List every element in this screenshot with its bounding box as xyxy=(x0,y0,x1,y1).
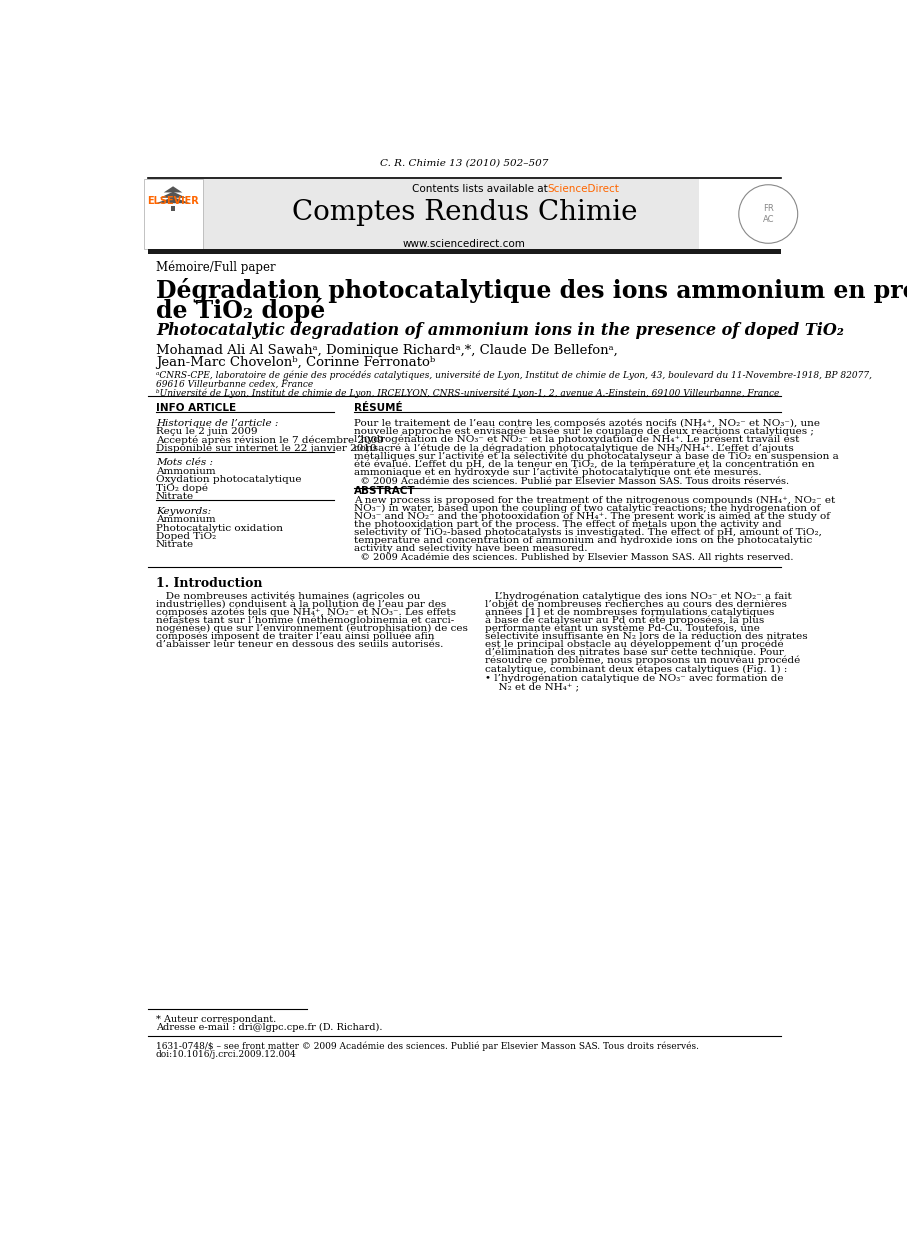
Text: catalytique, combinant deux étapes catalytiques (Fig. 1) :: catalytique, combinant deux étapes catal… xyxy=(485,664,788,673)
Text: Mots clés :: Mots clés : xyxy=(156,458,213,467)
Text: Contents lists available at: Contents lists available at xyxy=(412,184,551,194)
Text: INFO ARTICLE: INFO ARTICLE xyxy=(156,404,236,413)
Text: d’abaisser leur teneur en dessous des seuils autorisés.: d’abaisser leur teneur en dessous des se… xyxy=(156,640,444,649)
Text: Photocatalytic degradation of ammonium ions in the presence of doped TiO₂: Photocatalytic degradation of ammonium i… xyxy=(156,322,844,339)
Text: années [1] et de nombreuses formulations catalytiques: années [1] et de nombreuses formulations… xyxy=(485,608,775,617)
Text: ScienceDirect: ScienceDirect xyxy=(548,184,619,194)
Text: l’hydrogénation de NO₃⁻ et NO₂⁻ et la photoxydation de NH₄⁺. Le présent travail : l’hydrogénation de NO₃⁻ et NO₂⁻ et la ph… xyxy=(354,435,799,444)
Text: C. R. Chimie 13 (2010) 502–507: C. R. Chimie 13 (2010) 502–507 xyxy=(380,158,549,167)
Text: Comptes Rendus Chimie: Comptes Rendus Chimie xyxy=(292,199,638,227)
Polygon shape xyxy=(164,186,182,192)
Text: composés imposent de traiter l’eau ainsi polluée afin: composés imposent de traiter l’eau ainsi… xyxy=(156,631,434,641)
Text: ᵇUniversité de Lyon, Institut de chimie de Lyon, IRCELYON, CNRS-université Lyon-: ᵇUniversité de Lyon, Institut de chimie … xyxy=(156,389,779,399)
Text: A new process is proposed for the treatment of the nitrogenous compounds (NH₄⁺, : A new process is proposed for the treatm… xyxy=(354,495,834,505)
Text: industrielles) conduisent à la pollution de l’eau par des: industrielles) conduisent à la pollution… xyxy=(156,599,446,609)
Text: résoudre ce problème, nous proposons un nouveau procédé: résoudre ce problème, nous proposons un … xyxy=(485,656,801,666)
Text: 1631-0748/$ – see front matter © 2009 Académie des sciences. Publié par Elsevier: 1631-0748/$ – see front matter © 2009 Ac… xyxy=(156,1041,699,1051)
Text: ᵃCNRS-CPE, laboratoire de génie des procédés catalytiques, université de Lyon, I: ᵃCNRS-CPE, laboratoire de génie des proc… xyxy=(156,370,872,380)
Text: temperature and concentration of ammonium and hydroxide ions on the photocatalyt: temperature and concentration of ammoniu… xyxy=(354,536,812,545)
Text: L’hydrogénation catalytique des ions NO₃⁻ et NO₂⁻ a fait: L’hydrogénation catalytique des ions NO₃… xyxy=(485,592,792,600)
Text: Pour le traitement de l’eau contre les composés azotés nocifs (NH₄⁺, NO₂⁻ et NO₃: Pour le traitement de l’eau contre les c… xyxy=(354,418,820,428)
Text: Mémoire/Full paper: Mémoire/Full paper xyxy=(156,261,276,275)
Text: Accepté après révision le 7 décembre 2009: Accepté après révision le 7 décembre 200… xyxy=(156,436,384,446)
Text: Oxydation photocatalytique: Oxydation photocatalytique xyxy=(156,475,301,484)
Text: De nombreuses activités humaines (agricoles ou: De nombreuses activités humaines (agrico… xyxy=(156,592,420,600)
Polygon shape xyxy=(160,192,186,198)
Text: NO₃⁻ and NO₂⁻ and the photooxidation of NH₄⁺. The present work is aimed at the s: NO₃⁻ and NO₂⁻ and the photooxidation of … xyxy=(354,511,830,521)
Text: nogénèse) que sur l’environnement (eutrophisation) de ces: nogénèse) que sur l’environnement (eutro… xyxy=(156,624,468,633)
Text: • l’hydrogénation catalytique de NO₃⁻ avec formation de: • l’hydrogénation catalytique de NO₃⁻ av… xyxy=(485,673,784,683)
Text: Ammonium: Ammonium xyxy=(156,467,216,475)
Text: Nitrate: Nitrate xyxy=(156,541,194,550)
Bar xyxy=(202,180,698,249)
Text: selectivity of TiO₂-based photocatalysts is investigated. The effect of pH, amou: selectivity of TiO₂-based photocatalysts… xyxy=(354,527,822,537)
Text: RÉSUMÉ: RÉSUMÉ xyxy=(354,404,402,413)
Text: 69616 Villeurbanne cedex, France: 69616 Villeurbanne cedex, France xyxy=(156,380,313,389)
Text: N₂ et de NH₄⁺ ;: N₂ et de NH₄⁺ ; xyxy=(492,682,579,691)
Text: www.sciencedirect.com: www.sciencedirect.com xyxy=(403,239,526,249)
Text: ABSTRACT: ABSTRACT xyxy=(354,487,415,496)
Text: activity and selectivity have been measured.: activity and selectivity have been measu… xyxy=(354,543,587,553)
Bar xyxy=(144,180,202,249)
Text: Keywords:: Keywords: xyxy=(156,506,211,515)
Text: TiO₂ dopé: TiO₂ dopé xyxy=(156,484,208,493)
Text: sélectivité insuffisante en N₂ lors de la réduction des nitrates: sélectivité insuffisante en N₂ lors de l… xyxy=(485,631,808,641)
Polygon shape xyxy=(156,197,190,203)
Text: Reçu le 2 juin 2009: Reçu le 2 juin 2009 xyxy=(156,427,258,436)
Text: composés azotés tels que NH₄⁺, NO₂⁻ et NO₃⁻. Les effets: composés azotés tels que NH₄⁺, NO₂⁻ et N… xyxy=(156,608,456,617)
Text: été évalué. L’effet du pH, de la teneur en TiO₂, de la température et la concent: été évalué. L’effet du pH, de la teneur … xyxy=(354,459,814,469)
Text: Disponible sur internet le 22 janvier 2010: Disponible sur internet le 22 janvier 20… xyxy=(156,444,376,453)
Text: l’objet de nombreuses recherches au cours des dernières: l’objet de nombreuses recherches au cour… xyxy=(485,599,787,609)
Text: Ammonium: Ammonium xyxy=(156,515,216,524)
Text: 1. Introduction: 1. Introduction xyxy=(156,577,262,591)
Text: Dégradation photocatalytique des ions ammonium en présence: Dégradation photocatalytique des ions am… xyxy=(156,277,907,303)
Text: métalliques sur l’activité et la sélectivité du photocatalyseur à base de TiO₂ e: métalliques sur l’activité et la sélecti… xyxy=(354,451,838,461)
Text: Nitrate: Nitrate xyxy=(156,491,194,501)
Text: est le principal obstacle au développement d’un procédé: est le principal obstacle au développeme… xyxy=(485,640,784,649)
Text: d’élimination des nitrates basé sur cette technique. Pour: d’élimination des nitrates basé sur cett… xyxy=(485,647,785,657)
Text: © 2009 Académie des sciences. Publié par Elsevier Masson SAS. Tous droits réserv: © 2009 Académie des sciences. Publié par… xyxy=(354,477,789,485)
Text: NO₃⁻) in water, based upon the coupling of two catalytic reactions; the hydrogen: NO₃⁻) in water, based upon the coupling … xyxy=(354,504,820,513)
Text: Adresse e-mail : dri@lgpc.cpe.fr (D. Richard).: Adresse e-mail : dri@lgpc.cpe.fr (D. Ric… xyxy=(156,1024,383,1032)
Text: consacré à l’étude de la dégradation photocatalytique de NH₃/NH₄⁺. L’effet d’ajo: consacré à l’étude de la dégradation pho… xyxy=(354,443,794,453)
Bar xyxy=(148,249,782,254)
Text: néfastes tant sur l’homme (méthémoglobinemia et carci-: néfastes tant sur l’homme (méthémoglobin… xyxy=(156,615,454,625)
Text: Mohamad Ali Al Sawahᵃ, Dominique Richardᵃ,*, Claude De Bellefonᵃ,: Mohamad Ali Al Sawahᵃ, Dominique Richard… xyxy=(156,344,618,357)
Text: à base de catalyseur au Pd ont été proposées, la plus: à base de catalyseur au Pd ont été propo… xyxy=(485,615,765,625)
Text: FR
AC: FR AC xyxy=(763,204,774,224)
Text: Photocatalytic oxidation: Photocatalytic oxidation xyxy=(156,524,283,532)
Text: Jean-Marc Chovelonᵇ, Corinne Ferronatoᵇ: Jean-Marc Chovelonᵇ, Corinne Ferronatoᵇ xyxy=(156,357,435,369)
Text: ammoniaque et en hydroxyde sur l’activité photocatalytique ont été mesurés.: ammoniaque et en hydroxyde sur l’activit… xyxy=(354,467,761,477)
Bar xyxy=(171,206,175,210)
Text: de TiO₂ dopé: de TiO₂ dopé xyxy=(156,298,326,323)
Text: ELSEVIER: ELSEVIER xyxy=(147,196,199,206)
Text: performante étant un système Pd-Cu. Toutefois, une: performante étant un système Pd-Cu. Tout… xyxy=(485,624,760,633)
Circle shape xyxy=(739,184,797,244)
Text: © 2009 Académie des sciences. Published by Elsevier Masson SAS. All rights reser: © 2009 Académie des sciences. Published … xyxy=(354,553,793,562)
Text: * Auteur correspondant.: * Auteur correspondant. xyxy=(156,1015,277,1024)
Text: Doped TiO₂: Doped TiO₂ xyxy=(156,532,216,541)
Text: doi:10.1016/j.crci.2009.12.004: doi:10.1016/j.crci.2009.12.004 xyxy=(156,1050,297,1060)
Text: the photooxidation part of the process. The effect of metals upon the activity a: the photooxidation part of the process. … xyxy=(354,520,781,529)
Text: nouvelle approche est envisagée basée sur le couplage de deux réactions catalyti: nouvelle approche est envisagée basée su… xyxy=(354,427,814,437)
Text: Historique de l’article :: Historique de l’article : xyxy=(156,418,278,428)
